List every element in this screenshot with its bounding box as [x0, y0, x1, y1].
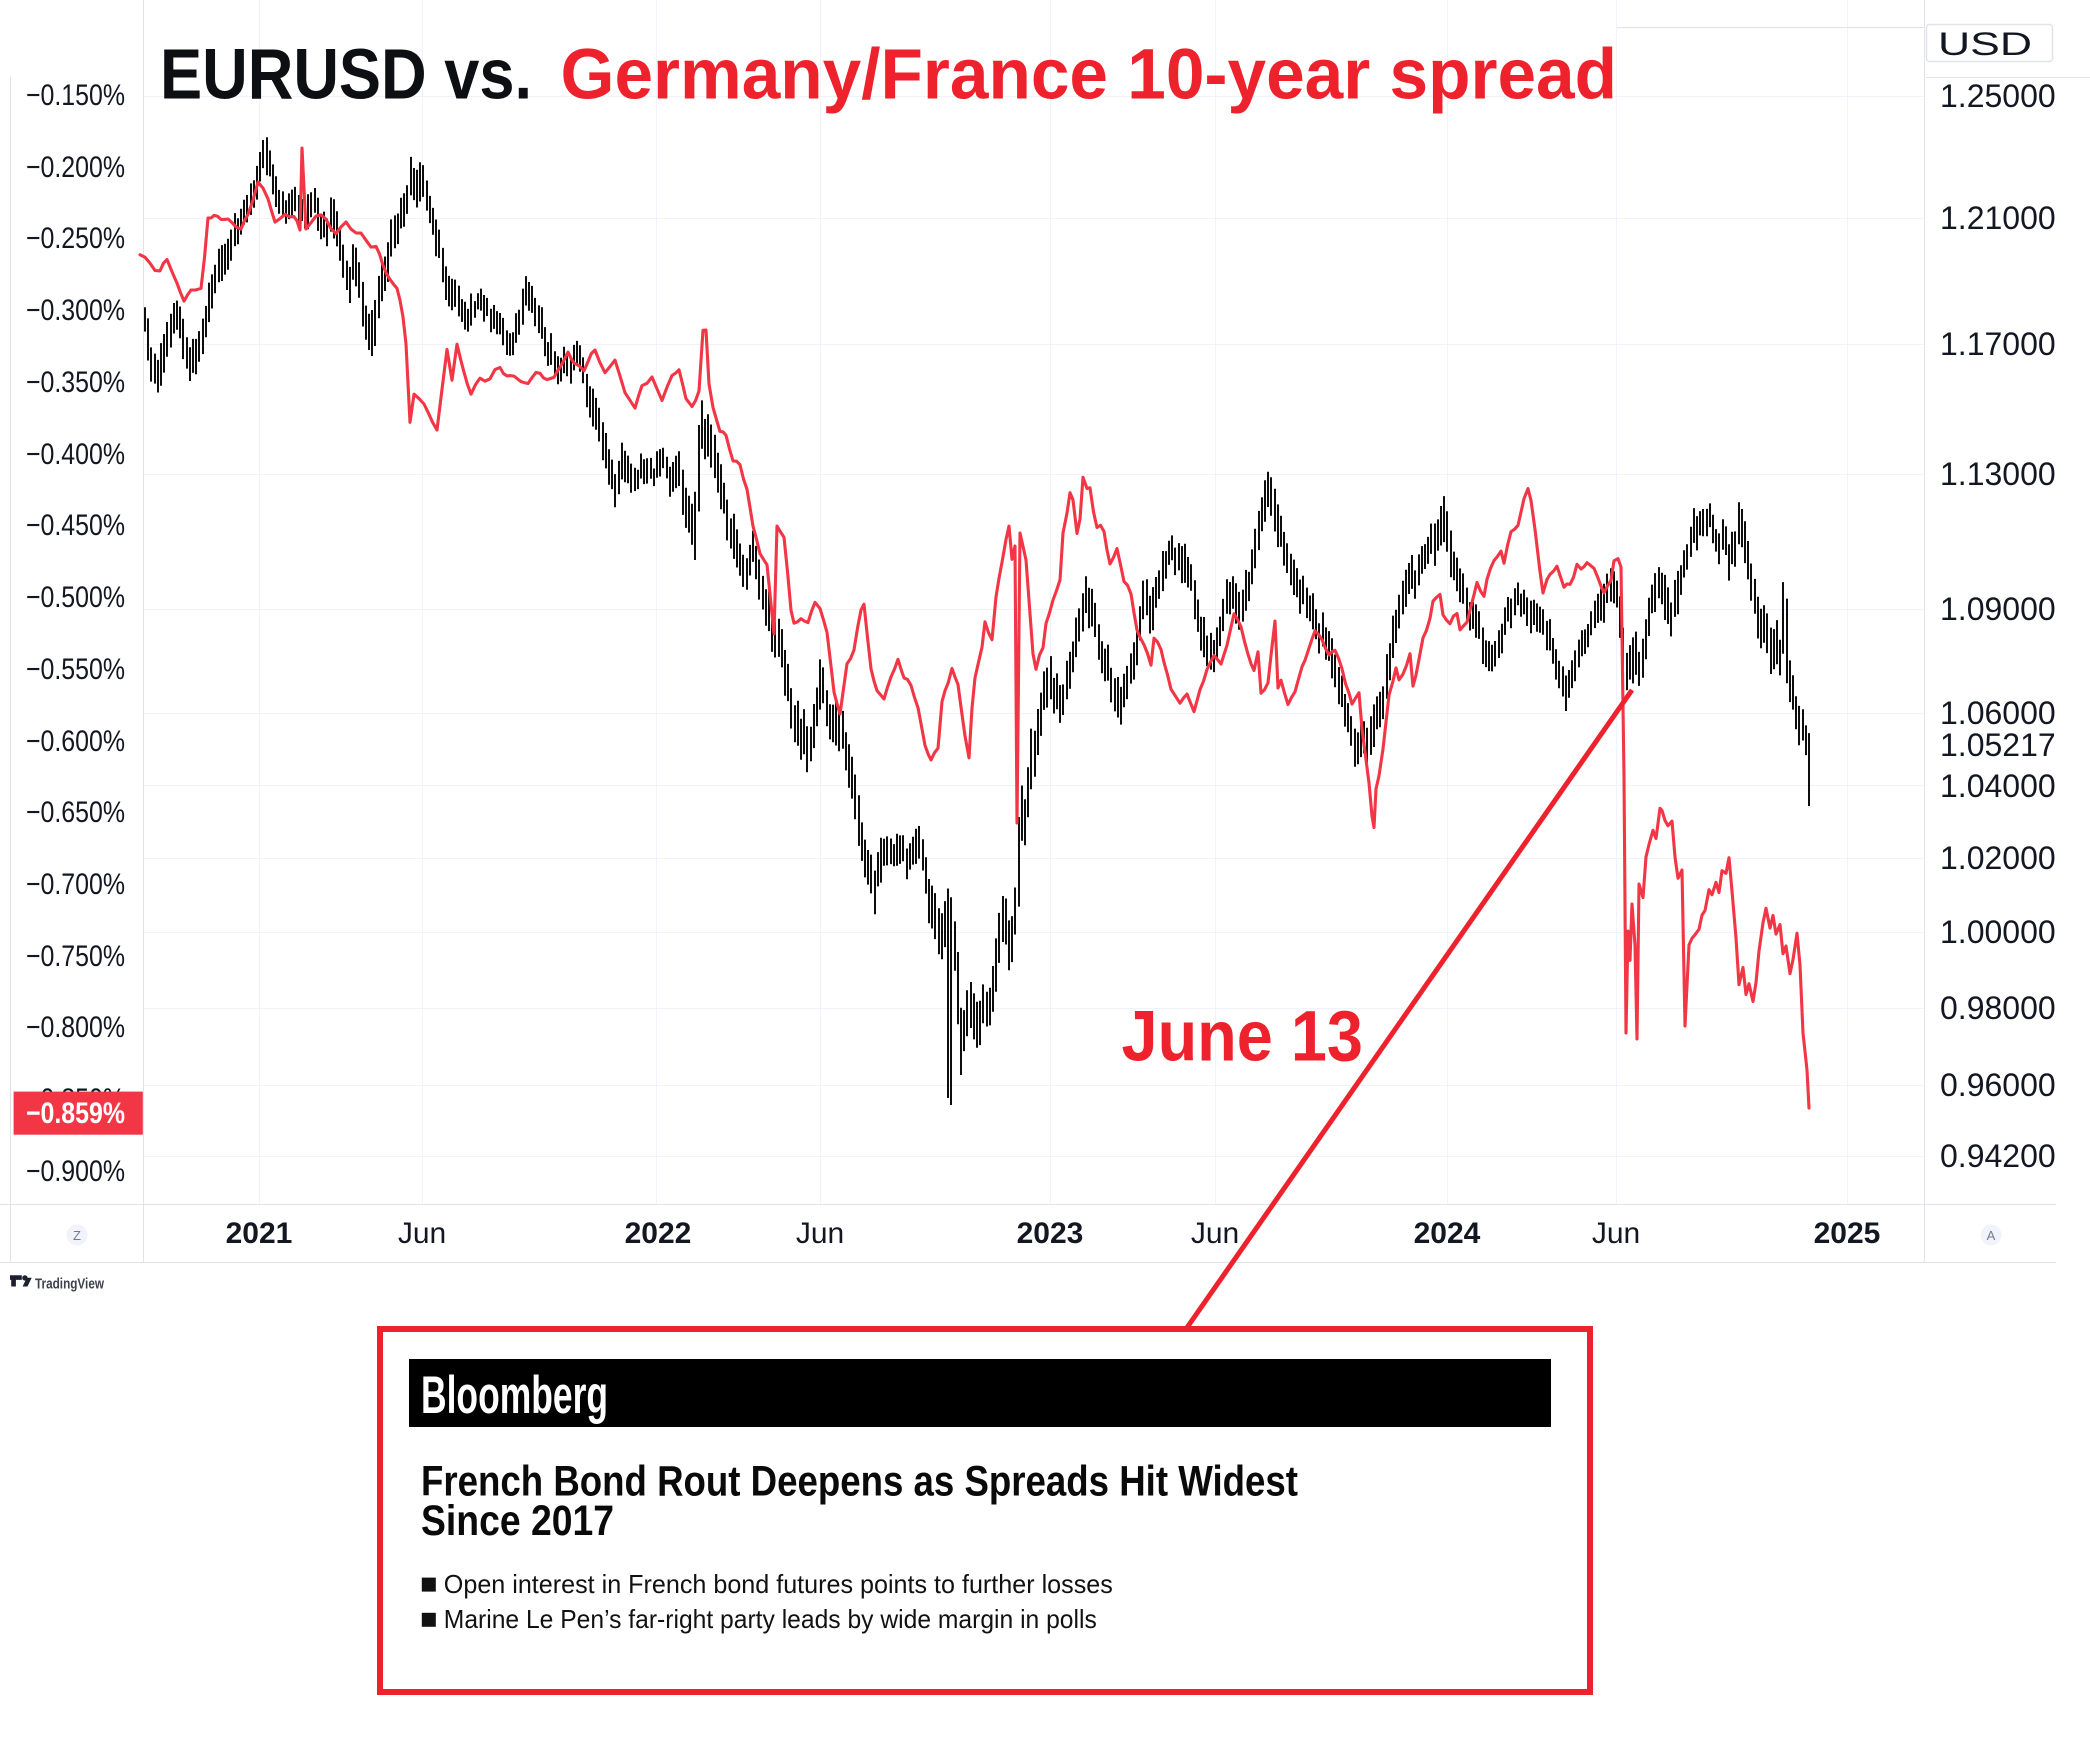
svg-text:June 13: June 13 — [1122, 997, 1364, 1077]
svg-text:1.09000: 1.09000 — [1940, 591, 2056, 627]
svg-text:1.02000: 1.02000 — [1940, 840, 2056, 876]
svg-text:0.94200: 0.94200 — [1940, 1138, 2056, 1174]
svg-text:2021: 2021 — [226, 1217, 293, 1250]
svg-text:0.96000: 0.96000 — [1940, 1067, 2056, 1103]
svg-text:−0.900%: −0.900% — [26, 1155, 125, 1188]
svg-text:2023: 2023 — [1017, 1217, 1084, 1250]
svg-text:1.00000: 1.00000 — [1940, 914, 2056, 950]
svg-text:Since 2017: Since 2017 — [421, 1498, 614, 1545]
svg-text:Z: Z — [73, 1228, 81, 1243]
svg-text:Jun: Jun — [398, 1217, 446, 1250]
svg-text:1.17000: 1.17000 — [1940, 326, 2056, 362]
svg-text:1.05217: 1.05217 — [1940, 727, 2056, 763]
svg-text:−0.450%: −0.450% — [26, 509, 125, 542]
svg-text:Jun: Jun — [796, 1217, 844, 1250]
svg-text:−0.250%: −0.250% — [26, 222, 125, 255]
svg-text:−0.800%: −0.800% — [26, 1011, 125, 1044]
svg-text:−0.650%: −0.650% — [26, 796, 125, 829]
svg-text:2024: 2024 — [1414, 1217, 1481, 1250]
svg-text:1.13000: 1.13000 — [1940, 456, 2056, 492]
svg-text:−0.859%: −0.859% — [26, 1097, 125, 1130]
svg-text:Open interest in French bond f: Open interest in French bond futures poi… — [444, 1569, 1113, 1599]
svg-text:−0.300%: −0.300% — [26, 294, 125, 327]
svg-text:1.04000: 1.04000 — [1940, 768, 2056, 804]
svg-text:−0.500%: −0.500% — [26, 581, 125, 614]
svg-text:French Bond Rout Deepens as Sp: French Bond Rout Deepens as Spreads Hit … — [421, 1458, 1298, 1505]
svg-text:Germany/France 10-year spread: Germany/France 10-year spread — [561, 34, 1618, 114]
svg-text:−0.700%: −0.700% — [26, 868, 125, 901]
svg-text:0.98000: 0.98000 — [1940, 990, 2056, 1026]
svg-text:−0.600%: −0.600% — [26, 725, 125, 758]
svg-text:−0.200%: −0.200% — [26, 151, 125, 184]
svg-text:−0.550%: −0.550% — [26, 653, 125, 686]
svg-text:−0.750%: −0.750% — [26, 940, 125, 973]
svg-text:−0.150%: −0.150% — [26, 79, 125, 112]
svg-text:EURUSD vs.: EURUSD vs. — [160, 34, 532, 114]
svg-text:1.25000: 1.25000 — [1940, 78, 2056, 114]
svg-text:−0.350%: −0.350% — [26, 366, 125, 399]
svg-text:Marine Le Pen’s far-right part: Marine Le Pen’s far-right party leads by… — [444, 1604, 1097, 1634]
svg-text:A: A — [1987, 1228, 1996, 1243]
svg-text:USD: USD — [1938, 26, 2032, 62]
svg-text:Jun: Jun — [1191, 1217, 1239, 1250]
svg-text:−0.400%: −0.400% — [26, 438, 125, 471]
svg-text:2025: 2025 — [1814, 1217, 1881, 1250]
svg-text:Jun: Jun — [1592, 1217, 1640, 1250]
svg-text:1.06000: 1.06000 — [1940, 695, 2056, 731]
svg-text:Bloomberg: Bloomberg — [421, 1366, 608, 1425]
svg-text:TradingView: TradingView — [35, 1276, 104, 1293]
svg-text:2022: 2022 — [625, 1217, 692, 1250]
svg-text:1.21000: 1.21000 — [1940, 200, 2056, 236]
